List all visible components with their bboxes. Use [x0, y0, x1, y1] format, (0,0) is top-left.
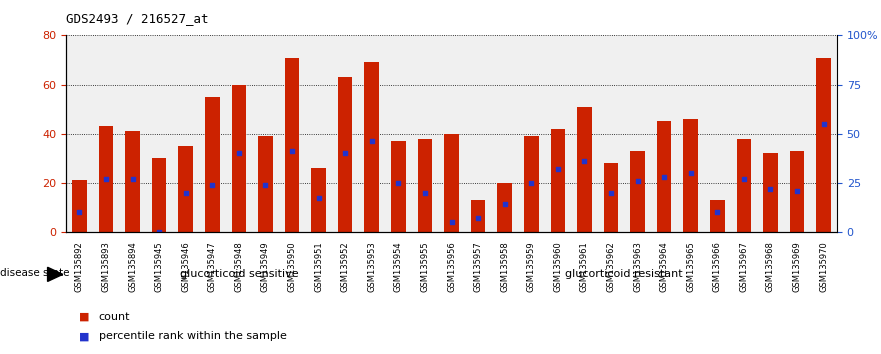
Point [524, 180, 538, 185]
Bar [311, 168, 326, 232]
Point [99, 176, 113, 182]
Text: glucorticoid resistant: glucorticoid resistant [566, 269, 683, 279]
Bar [338, 77, 352, 232]
Point [205, 182, 219, 188]
Point [631, 178, 645, 184]
Bar [817, 57, 831, 232]
Point [471, 215, 485, 221]
Point [764, 186, 778, 192]
Bar [657, 121, 671, 232]
Bar [72, 180, 86, 232]
Text: GDS2493 / 216527_at: GDS2493 / 216527_at [66, 12, 209, 25]
Bar [630, 151, 645, 232]
Bar [365, 62, 379, 232]
Bar [710, 200, 725, 232]
Bar [498, 183, 512, 232]
Text: ■: ■ [79, 331, 90, 341]
Point [684, 170, 698, 176]
Point [338, 150, 352, 156]
Point [179, 190, 193, 195]
Text: glucorticoid sensitive: glucorticoid sensitive [180, 269, 298, 279]
Point [737, 176, 751, 182]
Bar [524, 136, 538, 232]
Polygon shape [48, 267, 63, 281]
Bar [232, 85, 246, 232]
Bar [684, 119, 698, 232]
Point [790, 188, 804, 193]
Point [365, 139, 379, 144]
Text: disease state: disease state [0, 268, 70, 278]
Bar [152, 158, 167, 232]
Point [817, 121, 831, 127]
Bar [763, 153, 778, 232]
Bar [444, 133, 459, 232]
Bar [577, 107, 592, 232]
Bar [99, 126, 114, 232]
Text: ■: ■ [79, 312, 90, 322]
Point [312, 196, 326, 201]
Point [657, 174, 671, 180]
Point [418, 190, 432, 195]
Point [577, 158, 591, 164]
Point [551, 166, 565, 172]
Point [285, 148, 299, 154]
Bar [418, 138, 433, 232]
Text: percentile rank within the sample: percentile rank within the sample [99, 331, 286, 341]
Bar [603, 163, 618, 232]
Bar [258, 136, 273, 232]
Point [125, 176, 139, 182]
Point [258, 182, 272, 188]
Bar [205, 97, 219, 232]
Bar [391, 141, 405, 232]
Point [232, 150, 246, 156]
Bar [737, 138, 751, 232]
Bar [789, 151, 804, 232]
Point [604, 190, 618, 195]
Point [391, 180, 405, 185]
Text: count: count [99, 312, 130, 322]
Point [710, 210, 724, 215]
Bar [470, 200, 485, 232]
Bar [178, 146, 193, 232]
Bar [125, 131, 140, 232]
Bar [285, 57, 300, 232]
Point [498, 201, 512, 207]
Bar [551, 129, 565, 232]
Point [72, 210, 86, 215]
Point [444, 219, 458, 225]
Point [152, 229, 167, 235]
